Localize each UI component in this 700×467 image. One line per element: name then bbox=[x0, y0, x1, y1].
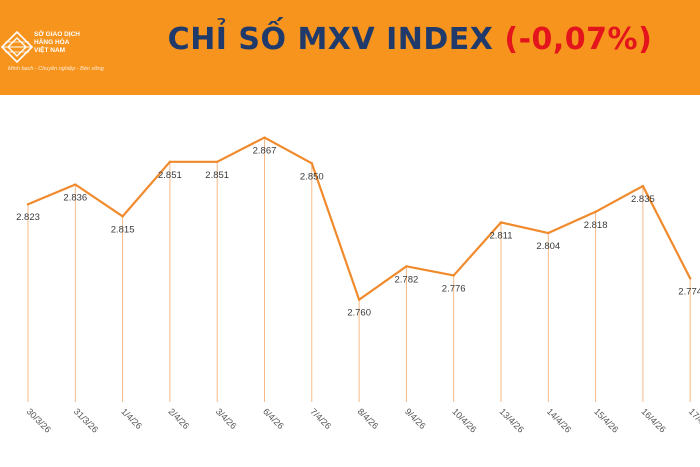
x-tick-label: 10/4/26 bbox=[450, 406, 478, 434]
x-tick-label: 16/4/26 bbox=[639, 406, 667, 434]
x-tick-label: 31/3/26 bbox=[72, 406, 100, 434]
x-tick-label: 9/4/26 bbox=[403, 406, 428, 431]
data-label: 2.850 bbox=[300, 171, 324, 182]
data-point bbox=[499, 221, 503, 224]
page-title: CHỈ SỐ MXV INDEX (-0,07%) bbox=[0, 22, 700, 57]
data-point bbox=[452, 274, 455, 277]
header-banner: SỞ GIAO DỊCH HÀNG HÓA VIỆT NAM Minh bạch… bbox=[0, 0, 700, 95]
data-label: 2.760 bbox=[347, 308, 371, 319]
data-label: 2.835 bbox=[631, 194, 655, 205]
data-label: 2.851 bbox=[205, 170, 229, 181]
line-chart: 2.823 2.836 2.815 2.851 2.851 2.867 2.850 2.760… bbox=[16, 136, 700, 435]
x-tick-label: 3/4/26 bbox=[214, 406, 239, 431]
x-tick-label: 17/4/26 bbox=[687, 406, 700, 434]
logo-line-2: HÀNG HÓA bbox=[34, 39, 70, 46]
x-tick-label: 30/3/26 bbox=[25, 406, 53, 434]
logo-line-3: VIỆT NAM bbox=[34, 47, 66, 54]
data-point bbox=[168, 160, 172, 163]
data-label: 2.818 bbox=[584, 220, 608, 231]
data-point bbox=[689, 277, 692, 280]
title-change: (-0,07%) bbox=[504, 22, 653, 57]
mxv-logo-icon bbox=[0, 30, 34, 64]
data-label: 2.782 bbox=[395, 274, 419, 285]
data-point bbox=[26, 203, 30, 206]
data-label: 2.823 bbox=[16, 212, 40, 223]
data-label: 2.804 bbox=[536, 241, 560, 252]
mxv-logo: SỞ GIAO DỊCH HÀNG HÓA VIỆT NAM Minh bạch… bbox=[0, 28, 110, 78]
x-tick-label: 6/4/26 bbox=[261, 406, 286, 431]
data-point bbox=[74, 183, 77, 186]
data-label: 2.836 bbox=[63, 193, 87, 204]
logo-line-1: SỞ GIAO DỊCH bbox=[34, 31, 80, 38]
data-point bbox=[357, 298, 361, 301]
data-label: 2.867 bbox=[253, 146, 277, 157]
data-label: 2.851 bbox=[158, 170, 182, 181]
logo-tagline: Minh bạch - Chuyên nghiệp - Bền vững bbox=[8, 66, 104, 72]
x-tick-label: 7/4/26 bbox=[308, 406, 333, 431]
data-label: 2.815 bbox=[111, 224, 135, 235]
title-main: CHỈ SỐ MXV INDEX bbox=[167, 22, 494, 57]
data-label: 2.774 bbox=[678, 286, 700, 297]
data-point bbox=[547, 231, 550, 235]
logo-text: SỞ GIAO DỊCH HÀNG HÓA VIỆT NAM bbox=[34, 31, 80, 55]
x-tick-label: 13/4/26 bbox=[498, 406, 526, 434]
data-label: 2.811 bbox=[489, 230, 512, 241]
data-point bbox=[405, 265, 408, 268]
data-point bbox=[121, 215, 124, 218]
x-tick-label: 2/4/26 bbox=[166, 406, 191, 431]
data-point bbox=[641, 184, 645, 188]
x-tick-label: 8/4/26 bbox=[356, 406, 381, 431]
data-point bbox=[594, 210, 597, 213]
data-point bbox=[263, 136, 266, 139]
data-point bbox=[310, 162, 313, 165]
data-label: 2.776 bbox=[442, 283, 466, 294]
x-tick-label: 14/4/26 bbox=[545, 406, 573, 434]
data-point bbox=[216, 160, 219, 163]
x-tick-label: 1/4/26 bbox=[119, 406, 144, 431]
x-tick-label: 15/4/26 bbox=[592, 406, 620, 434]
series-line bbox=[27, 136, 692, 301]
